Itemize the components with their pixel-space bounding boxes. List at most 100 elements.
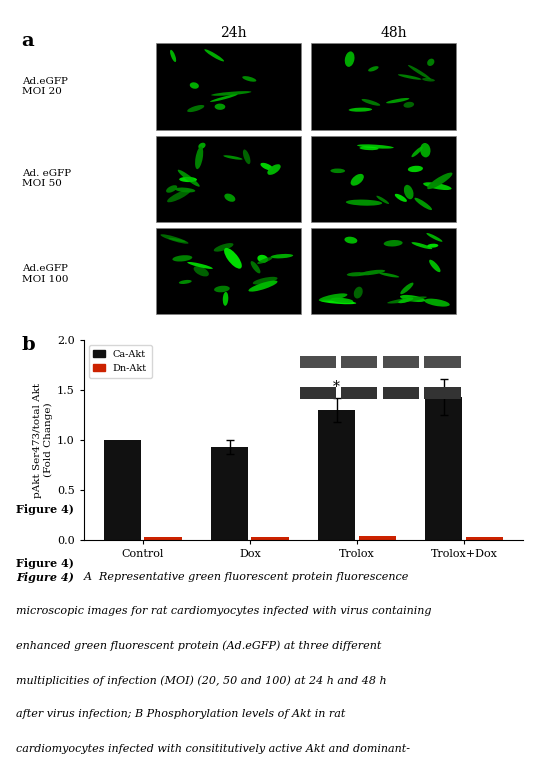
Text: 24h: 24h [221, 26, 247, 40]
Ellipse shape [267, 164, 280, 175]
Ellipse shape [179, 280, 192, 284]
Ellipse shape [349, 108, 372, 112]
Ellipse shape [360, 146, 378, 150]
Ellipse shape [376, 196, 389, 204]
Text: Ad.eGFP
MOI 100: Ad.eGFP MOI 100 [21, 264, 68, 283]
Ellipse shape [195, 146, 203, 169]
Ellipse shape [426, 233, 443, 242]
Ellipse shape [379, 273, 399, 277]
Ellipse shape [424, 299, 450, 306]
Ellipse shape [361, 99, 380, 105]
Ellipse shape [344, 236, 358, 243]
Text: Figure 4): Figure 4) [16, 572, 74, 583]
Ellipse shape [357, 144, 394, 149]
Ellipse shape [249, 280, 278, 292]
Ellipse shape [398, 74, 421, 80]
Text: A  Representative green fluorescent protein fluorescence: A Representative green fluorescent prote… [77, 572, 408, 582]
Ellipse shape [404, 185, 414, 199]
Ellipse shape [346, 199, 382, 206]
Text: t-Akt: t-Akt [477, 384, 501, 393]
Text: Figure 4): Figure 4) [16, 558, 82, 569]
FancyBboxPatch shape [311, 228, 456, 314]
Ellipse shape [251, 261, 261, 273]
Ellipse shape [214, 286, 230, 293]
Ellipse shape [170, 50, 176, 62]
Ellipse shape [395, 194, 407, 202]
Ellipse shape [190, 82, 199, 89]
Ellipse shape [404, 102, 414, 108]
Ellipse shape [411, 146, 423, 157]
Ellipse shape [386, 98, 409, 103]
Ellipse shape [359, 270, 385, 276]
Ellipse shape [408, 166, 423, 172]
Text: microscopic images for rat cardiomyocytes infected with virus containing: microscopic images for rat cardiomyocyte… [16, 606, 432, 616]
FancyBboxPatch shape [311, 136, 456, 222]
Ellipse shape [224, 248, 242, 269]
Ellipse shape [243, 149, 250, 164]
Ellipse shape [166, 186, 177, 192]
Ellipse shape [429, 259, 441, 272]
Text: enhanced green fluorescent protein (Ad.eGFP) at three different: enhanced green fluorescent protein (Ad.e… [16, 641, 382, 651]
Ellipse shape [423, 182, 452, 190]
Text: p-Akt: p-Akt [477, 346, 503, 355]
Ellipse shape [415, 198, 432, 210]
Ellipse shape [384, 240, 403, 246]
Ellipse shape [398, 297, 414, 303]
Ellipse shape [161, 234, 189, 244]
Ellipse shape [175, 188, 195, 192]
Ellipse shape [331, 298, 353, 303]
Ellipse shape [179, 177, 197, 182]
Text: 48h: 48h [381, 26, 407, 40]
Ellipse shape [167, 189, 191, 203]
FancyBboxPatch shape [156, 136, 301, 222]
Ellipse shape [188, 262, 213, 269]
Text: Figure 4): Figure 4) [16, 504, 82, 515]
Ellipse shape [211, 91, 251, 95]
Ellipse shape [214, 104, 225, 110]
Ellipse shape [223, 292, 228, 306]
Text: b: b [21, 336, 35, 354]
Ellipse shape [354, 286, 362, 299]
Text: cardiomyocytes infected with consititutively active Akt and dominant-: cardiomyocytes infected with consitituti… [16, 744, 410, 754]
Ellipse shape [331, 169, 345, 173]
Ellipse shape [194, 266, 209, 276]
Ellipse shape [172, 255, 192, 262]
Ellipse shape [257, 255, 268, 263]
Text: Ad. eGFP
MOI 50: Ad. eGFP MOI 50 [21, 169, 71, 189]
Ellipse shape [223, 156, 243, 159]
Text: after virus infection; B Phosphorylation levels of Akt in rat: after virus infection; B Phosphorylation… [16, 709, 346, 719]
Ellipse shape [261, 162, 273, 170]
Text: a: a [21, 32, 35, 50]
Ellipse shape [205, 49, 224, 62]
Ellipse shape [411, 242, 432, 249]
Ellipse shape [271, 254, 293, 259]
Ellipse shape [319, 293, 348, 301]
Ellipse shape [387, 296, 427, 303]
Ellipse shape [427, 59, 435, 66]
Ellipse shape [187, 105, 205, 112]
Ellipse shape [427, 172, 453, 189]
Ellipse shape [199, 142, 206, 149]
Text: multiplicities of infection (MOI) (20, 50 and 100) at 24 h and 48 h: multiplicities of infection (MOI) (20, 5… [16, 675, 387, 685]
Ellipse shape [178, 169, 200, 186]
Ellipse shape [214, 243, 233, 252]
Ellipse shape [320, 300, 356, 304]
Text: Ad.eGFP
MOI 20: Ad.eGFP MOI 20 [21, 77, 68, 96]
Ellipse shape [243, 76, 256, 82]
Ellipse shape [168, 238, 186, 242]
FancyBboxPatch shape [311, 43, 456, 130]
Ellipse shape [257, 257, 273, 264]
Ellipse shape [345, 52, 355, 67]
Ellipse shape [351, 174, 364, 186]
Ellipse shape [253, 276, 278, 285]
Ellipse shape [368, 66, 378, 72]
Ellipse shape [400, 283, 414, 294]
Ellipse shape [224, 193, 235, 202]
FancyBboxPatch shape [156, 228, 301, 314]
Ellipse shape [210, 94, 238, 102]
FancyBboxPatch shape [156, 43, 301, 130]
Ellipse shape [408, 65, 431, 79]
Ellipse shape [347, 272, 366, 276]
Ellipse shape [422, 78, 435, 82]
Ellipse shape [400, 295, 425, 302]
